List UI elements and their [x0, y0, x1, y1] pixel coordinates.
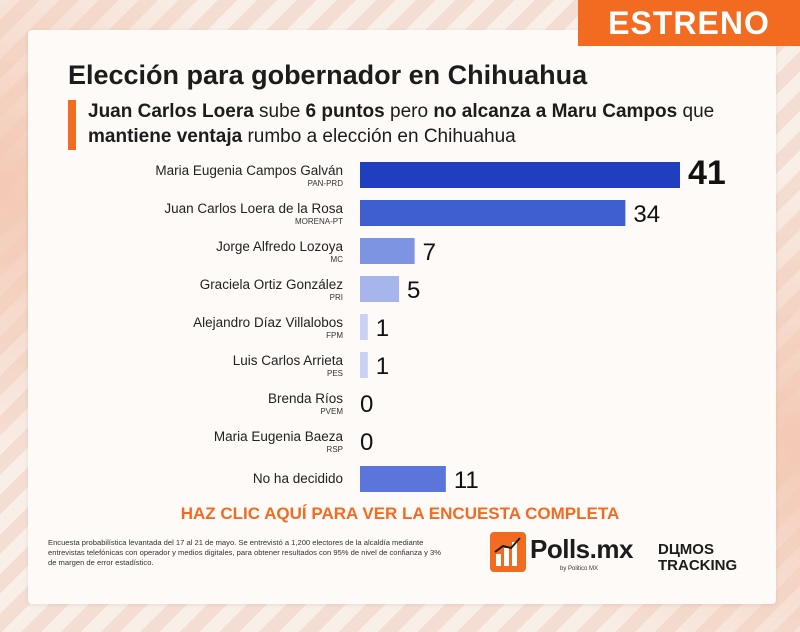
bar-value-label: 34: [633, 201, 660, 228]
polls-mx-logo: Polls.mx by Politico MX: [490, 530, 640, 578]
polls-logo-name: Polls.mx: [530, 534, 633, 564]
polls-logo-sub: by Politico MX: [560, 566, 599, 572]
bar: [360, 314, 368, 340]
candidate-label: Brenda Ríos: [268, 391, 343, 406]
methodology-footnote: Encuesta probabilística levantada del 17…: [48, 538, 441, 567]
bar-value-label: 11: [454, 467, 479, 494]
dumos-logo-line1: DЦMOS: [658, 541, 714, 558]
bar: [360, 238, 415, 264]
infographic-card: [28, 30, 776, 604]
bar: [360, 466, 446, 492]
bar: [360, 352, 368, 378]
bar-value-label: 7: [423, 239, 436, 266]
party-label: MC: [331, 255, 344, 264]
party-label: PRI: [330, 293, 343, 302]
party-label: MORENA-PT: [295, 217, 343, 226]
bar: [360, 276, 400, 302]
candidate-label: Maria Eugenia Baeza: [214, 429, 344, 444]
candidate-label: No ha decidido: [253, 471, 343, 486]
candidate-label: Maria Eugenia Campos Galván: [155, 163, 343, 178]
dumos-logo-line2: TRACKING: [658, 557, 738, 574]
subtitle-accent-bar: [68, 100, 76, 150]
bar-value-label: 1: [376, 315, 389, 342]
view-full-survey-link[interactable]: HAZ CLIC AQUÍ PARA VER LA ENCUESTA COMPL…: [180, 504, 620, 523]
bar-value-label: 1: [376, 353, 389, 380]
polls-chart-icon: [490, 532, 526, 572]
party-label: RSP: [327, 445, 343, 454]
party-label: PES: [327, 369, 343, 378]
estreno-badge: ESTRENO: [578, 0, 800, 46]
chart-subtitle: Juan Carlos Loera sube 6 puntos pero no …: [88, 101, 715, 147]
bar-value-label: 41: [688, 154, 726, 192]
bar-value-label: 0: [360, 429, 373, 456]
party-label: FPM: [326, 331, 343, 340]
chart-title: Elección para gobernador en Chihuahua: [68, 60, 588, 90]
party-label: PAN-PRD: [308, 179, 344, 188]
bar: [360, 200, 626, 226]
bar-value-label: 0: [360, 391, 373, 418]
candidate-label: Alejandro Díaz Villalobos: [193, 315, 343, 330]
dumos-tracking-logo: DЦMOS TRACKING: [658, 542, 768, 574]
candidate-label: Jorge Alfredo Lozoya: [216, 239, 343, 254]
candidate-label: Luis Carlos Arrieta: [233, 353, 344, 368]
bar: [360, 162, 680, 188]
candidate-label: Graciela Ortiz González: [200, 277, 344, 292]
party-label: PVEM: [320, 407, 343, 416]
bar-value-label: 5: [407, 277, 420, 304]
candidate-label: Juan Carlos Loera de la Rosa: [164, 201, 343, 216]
